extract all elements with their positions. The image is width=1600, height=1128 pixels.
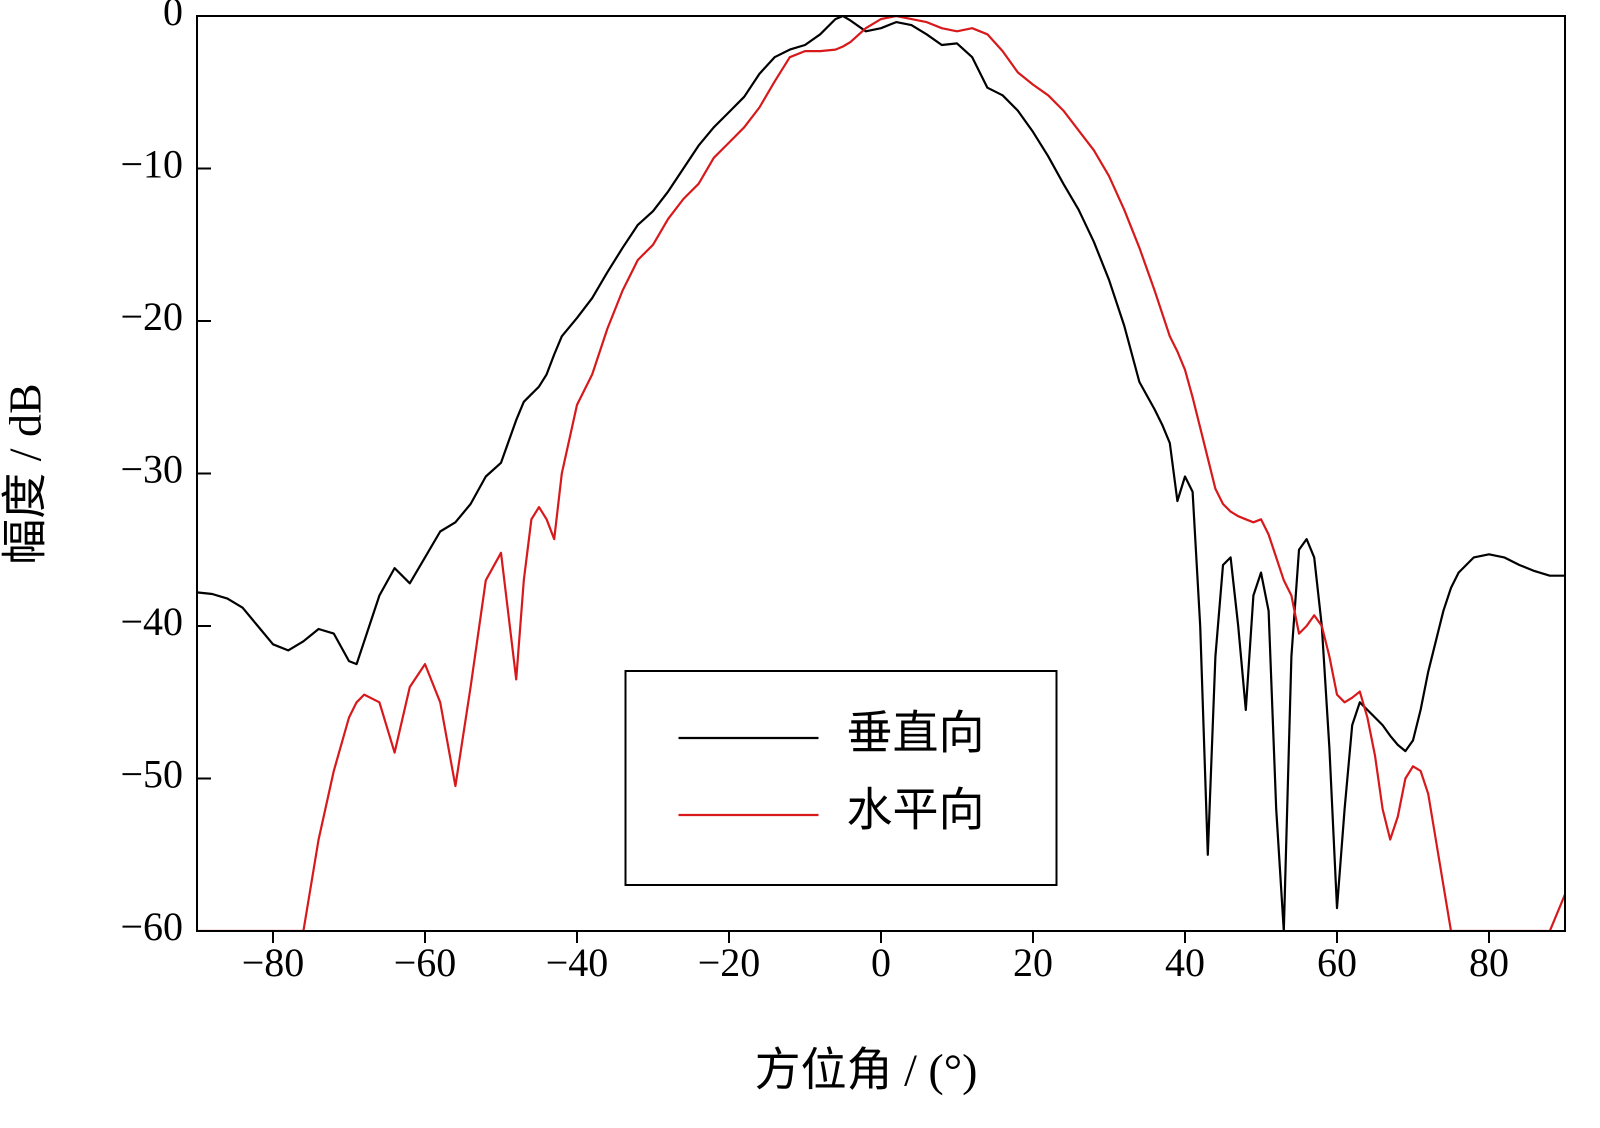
y-tick-label: −20 [120, 294, 183, 339]
legend-box [624, 670, 1058, 886]
x-tick-label: −80 [242, 940, 305, 985]
x-tick-label: 40 [1165, 940, 1205, 985]
legend-label: 垂直向 [847, 708, 985, 759]
x-tick-label: 20 [1013, 940, 1053, 985]
series-line [197, 16, 1565, 931]
x-tick-label: 60 [1317, 940, 1357, 985]
plot-frame [196, 15, 1566, 932]
x-tick-label: −40 [546, 940, 609, 985]
y-tick-label: −60 [120, 904, 183, 949]
y-axis-label: 幅度 / dB [0, 383, 51, 564]
y-tick-label: −30 [120, 447, 183, 492]
y-tick-label: 0 [163, 0, 183, 34]
x-tick-label: −20 [698, 940, 761, 985]
x-tick-label: −60 [394, 940, 457, 985]
x-axis-label: 方位角 / (°) [755, 1045, 978, 1096]
y-tick-label: −10 [120, 142, 183, 187]
x-tick-label: 0 [871, 940, 891, 985]
x-tick-label: 80 [1469, 940, 1509, 985]
series-line [197, 16, 1565, 931]
y-tick-label: −50 [120, 752, 183, 797]
plot-area [197, 16, 1565, 931]
y-tick-label: −40 [120, 599, 183, 644]
legend-label: 水平向 [847, 785, 985, 836]
